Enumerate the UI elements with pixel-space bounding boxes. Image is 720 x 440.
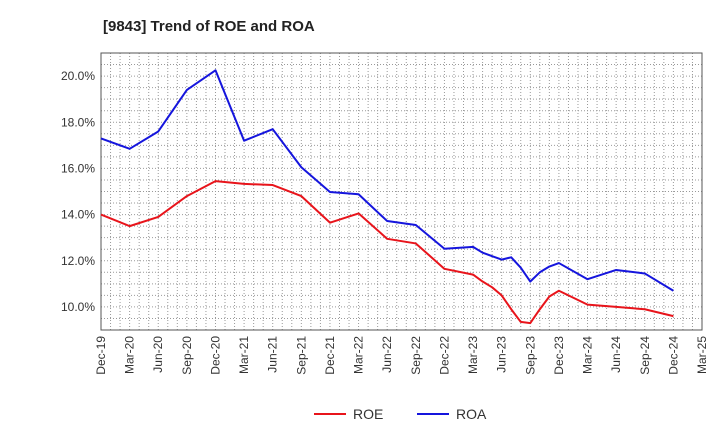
- x-tick-label: Jun-23: [495, 336, 509, 373]
- series-line-roe: [100, 180, 674, 325]
- chart-title: [9843] Trend of ROE and ROA: [103, 18, 315, 35]
- x-tick-label: Mar-22: [352, 336, 366, 374]
- series: [100, 69, 674, 325]
- y-tick-label: 14.0%: [61, 208, 95, 222]
- x-tick-label: Mar-20: [123, 336, 137, 374]
- x-tick-label: Sep-24: [638, 336, 652, 375]
- legend-label-roa: ROA: [456, 406, 487, 422]
- x-tick-label: Sep-21: [294, 336, 308, 375]
- x-tick-label: Dec-23: [552, 336, 566, 375]
- x-tick-label: Dec-19: [94, 336, 108, 375]
- x-tick-label: Mar-24: [581, 336, 595, 374]
- series-line-roa: [100, 69, 674, 292]
- x-tick-label: Dec-24: [666, 336, 680, 375]
- y-tick-label: 16.0%: [61, 161, 95, 175]
- plot-area-frame: [100, 52, 703, 331]
- y-tick-label: 18.0%: [61, 115, 95, 129]
- y-tick-label: 12.0%: [61, 254, 95, 268]
- legend-label-roe: ROE: [353, 406, 383, 422]
- x-tick-label: Jun-20: [151, 336, 165, 373]
- x-tick-label: Sep-23: [523, 336, 537, 375]
- x-tick-label: Mar-25: [695, 336, 709, 374]
- x-axis-ticks: Dec-19 Mar-20 Jun-20 Sep-20 Dec-20 Mar-21 Jun-…: [94, 336, 709, 375]
- legend: ROE ROA: [314, 406, 487, 422]
- grid: [101, 53, 702, 330]
- x-tick-label: Jun-21: [266, 336, 280, 373]
- x-tick-label: Jun-22: [380, 336, 394, 373]
- x-tick-label: Dec-22: [437, 336, 451, 375]
- y-tick-label: 10.0%: [61, 300, 95, 314]
- x-tick-label: Sep-20: [180, 336, 194, 375]
- x-tick-label: Sep-22: [409, 336, 423, 375]
- x-tick-label: Jun-24: [609, 336, 623, 373]
- x-tick-label: Mar-23: [466, 336, 480, 374]
- x-tick-label: Mar-21: [237, 336, 251, 374]
- x-tick-label: Dec-20: [208, 336, 222, 375]
- y-tick-label: 20.0%: [61, 69, 95, 83]
- y-axis-ticks: 10.0% 12.0% 14.0% 16.0% 18.0% 20.0%: [61, 69, 95, 314]
- x-tick-label: Dec-21: [323, 336, 337, 375]
